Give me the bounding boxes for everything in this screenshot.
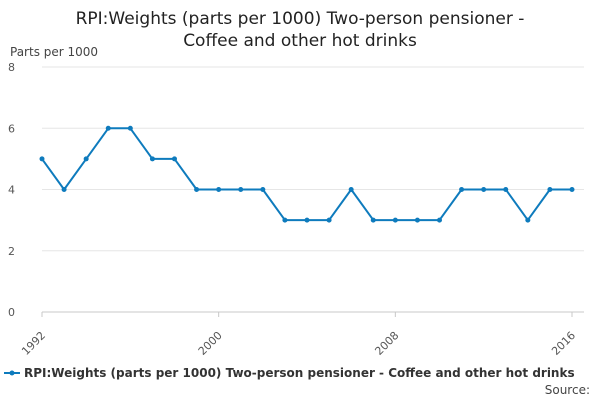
data-point-2001[interactable]: [238, 187, 244, 192]
y-tick-label: 8: [8, 61, 15, 74]
data-point-2016[interactable]: [569, 187, 575, 192]
data-point-2003[interactable]: [282, 217, 288, 223]
x-tick-label: 1992: [19, 329, 48, 358]
y-tick-label: 6: [8, 122, 15, 135]
chart-title-line-2: Coffee and other hot drinks: [183, 31, 417, 51]
data-point-2005[interactable]: [326, 217, 332, 223]
data-point-2015[interactable]: [547, 187, 553, 192]
x-tick-label: 2000: [196, 329, 225, 358]
data-point-2002[interactable]: [260, 187, 266, 192]
data-point-2000[interactable]: [216, 187, 222, 192]
plot-area: [39, 125, 575, 223]
data-point-2006[interactable]: [348, 187, 354, 192]
data-point-1999[interactable]: [194, 187, 200, 192]
legend-series-label: RPI:Weights (parts per 1000) Two-person …: [24, 366, 575, 380]
y-axis-label: Parts per 1000: [10, 45, 98, 59]
data-point-1997[interactable]: [149, 156, 155, 162]
y-axis-ticks: 0 2 4 6 8: [8, 61, 15, 319]
data-point-1992[interactable]: [39, 156, 45, 162]
x-tick-label: 2016: [549, 329, 578, 358]
data-point-2010[interactable]: [437, 217, 442, 223]
data-point-1995[interactable]: [105, 125, 111, 131]
legend-dot-marker: [9, 370, 15, 376]
data-point-1994[interactable]: [83, 156, 89, 162]
data-point-2011[interactable]: [459, 187, 465, 192]
source-label: Source:: [545, 383, 590, 397]
legend[interactable]: RPI:Weights (parts per 1000) Two-person …: [4, 366, 575, 380]
data-point-2012[interactable]: [481, 187, 487, 192]
x-tick-label: 2008: [372, 329, 401, 358]
data-point-1996[interactable]: [127, 125, 133, 131]
y-tick-label: 2: [8, 245, 15, 258]
data-point-1998[interactable]: [172, 156, 177, 162]
data-point-2009[interactable]: [414, 217, 420, 223]
chart-title-line-1: RPI:Weights (parts per 1000) Two-person …: [76, 9, 525, 29]
data-point-1993[interactable]: [61, 187, 67, 192]
data-point-2014[interactable]: [525, 217, 531, 223]
series-line: [41, 127, 572, 222]
data-point-2013[interactable]: [503, 187, 509, 192]
data-point-2004[interactable]: [304, 217, 310, 223]
data-point-2007[interactable]: [370, 217, 376, 223]
data-point-2008[interactable]: [392, 217, 398, 223]
x-axis-ticks: 1992 2000 2008 2016: [19, 312, 578, 358]
y-tick-label: 0: [8, 306, 15, 319]
y-tick-label: 4: [8, 184, 15, 197]
